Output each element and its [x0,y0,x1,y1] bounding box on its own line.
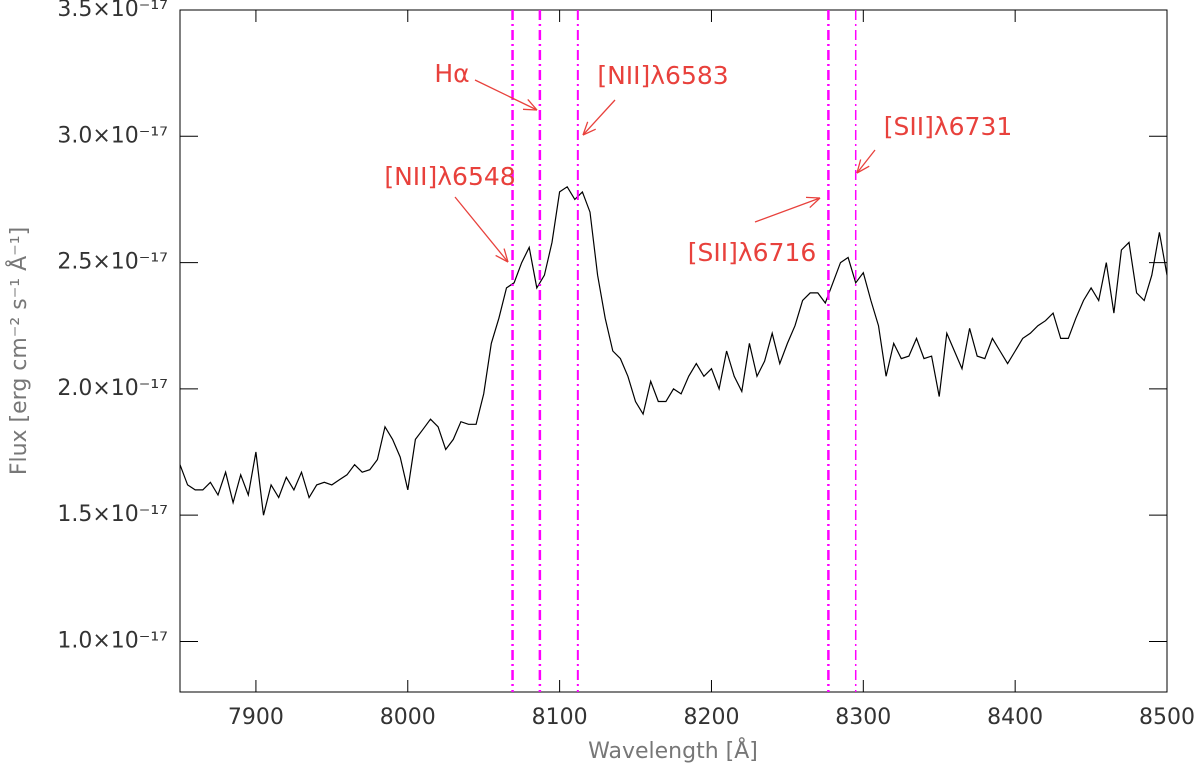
x-tick-label: 8200 [683,705,739,730]
x-tick-label: 8400 [987,705,1043,730]
annotation-arrow-head [805,196,821,199]
annotation-label: [NII]λ6583 [597,61,728,90]
y-tick-label: 1.0×10⁻¹⁷ [57,628,168,653]
plot-frame [179,9,1168,693]
annotation-arrow [474,79,538,111]
y-tick-label: 2.0×10⁻¹⁷ [57,376,168,401]
x-tick-label: 7900 [228,705,284,730]
x-tick-label: 8100 [532,705,588,730]
y-axis-label: Flux [erg cm⁻² s⁻¹ Å⁻¹] [5,227,32,475]
x-tick-label: 8000 [380,705,436,730]
x-tick-label: 8300 [835,705,891,730]
spectrum-line [179,185,1168,516]
annotation-arrow-head [582,121,589,136]
annotation-arrow-head [809,197,821,209]
annotation-arrow [454,196,509,263]
x-axis-label: Wavelength [Å] [588,737,758,764]
x-tick-label: 8500 [1139,705,1195,730]
annotation-arrow-head [495,254,509,263]
annotation-label: [NII]λ6548 [384,162,515,191]
annotation-arrow-head [527,99,538,111]
y-tick-label: 1.5×10⁻¹⁷ [57,502,168,527]
annotation-label: [SII]λ6731 [884,112,1013,141]
annotation-arrow [856,149,876,174]
y-tick-label: 3.0×10⁻¹⁷ [57,123,168,148]
annotation-label: [SII]λ6716 [688,238,817,267]
y-tick-label: 3.5×10⁻¹⁷ [57,0,168,22]
annotation-label: Hα [434,59,469,88]
annotation-arrow-head [856,159,862,174]
annotation-arrow [582,99,616,136]
annotation-arrow-head [522,108,538,111]
annotation-arrow-head [582,128,596,136]
annotation-arrow-head [503,248,509,263]
annotation-arrow-head [856,165,870,174]
y-tick-label: 2.5×10⁻¹⁷ [57,250,168,275]
annotation-arrow [754,197,821,223]
